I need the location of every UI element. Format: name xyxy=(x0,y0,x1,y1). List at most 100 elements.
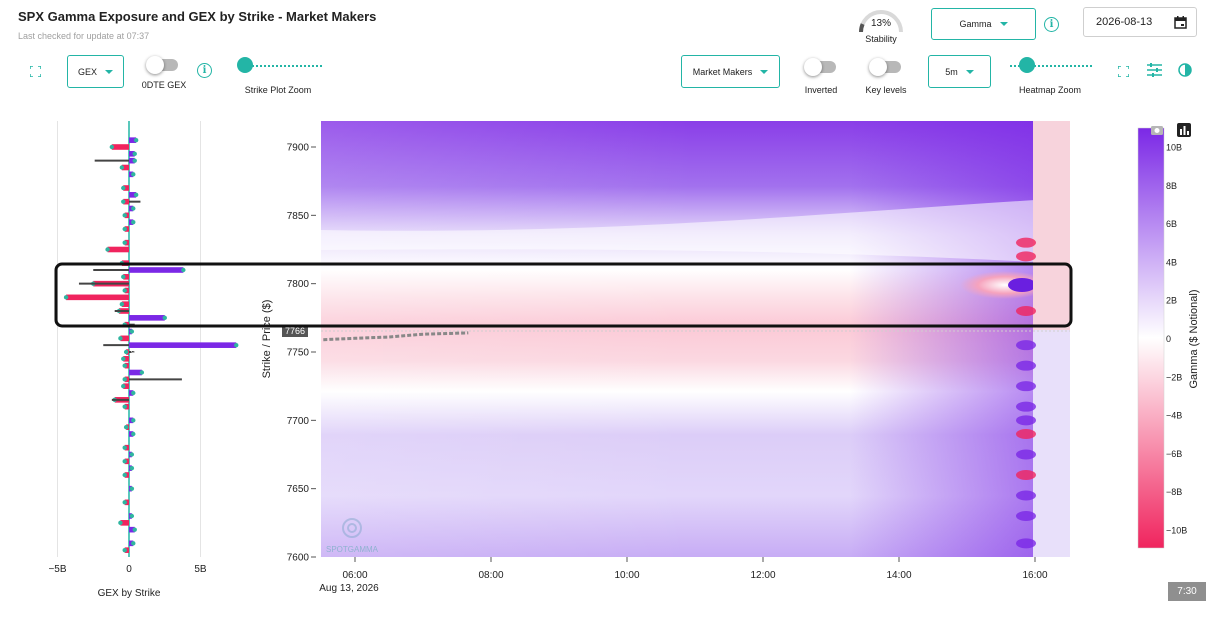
gex-bar xyxy=(122,499,129,506)
heatmap-node xyxy=(1016,511,1036,521)
stability-arc-icon xyxy=(859,10,903,33)
gex-bar xyxy=(122,376,129,383)
heatmap-y-tick-label: 7800 xyxy=(287,279,310,290)
gex-x-tick-label: 5B xyxy=(194,564,207,575)
gex-bar xyxy=(122,472,129,478)
contrast-icon[interactable] xyxy=(1178,63,1192,77)
interval-value: 5m xyxy=(945,66,958,77)
heatmap-zoom-slider[interactable] xyxy=(1019,57,1035,73)
heatmap-zoom-track[interactable] xyxy=(1010,65,1092,67)
colorbar-tick-label: 2B xyxy=(1166,296,1177,306)
colorbar-tick-label: −8B xyxy=(1166,487,1182,497)
heatmap-node xyxy=(1016,415,1036,426)
market-makers-select[interactable]: Market Makers xyxy=(681,55,780,88)
gex-bar xyxy=(129,205,136,212)
strike-zoom-track[interactable] xyxy=(240,65,322,67)
heatmap-close-column-lower xyxy=(1033,330,1070,557)
chart-stats-icon[interactable] xyxy=(1177,123,1191,137)
colorbar xyxy=(1137,127,1165,549)
gex-bar xyxy=(129,342,239,348)
odte-gex-toggle[interactable] xyxy=(146,56,178,74)
gex-x-tick-label: −5B xyxy=(48,564,66,575)
heatmap-y-tick-label: 7900 xyxy=(287,143,310,154)
heatmap-node xyxy=(1016,360,1036,371)
gex-bar xyxy=(129,485,135,492)
strike-zoom-label: Strike Plot Zoom xyxy=(244,85,312,95)
gex-x-tick-label: 0 xyxy=(126,564,132,575)
heatmap-x-ticks: 06:00 08:00 10:00 12:00 14:00 16:00 xyxy=(342,557,1048,581)
heatmap-hotspot xyxy=(960,271,1050,299)
odte-info-icon[interactable]: i xyxy=(197,63,212,78)
heatmap-x-tick-label: 16:00 xyxy=(1022,570,1047,581)
heatmap-y-tick-label: 7750 xyxy=(287,348,310,359)
heatmap-node xyxy=(1016,306,1036,316)
price-line xyxy=(323,331,469,342)
highlight-box xyxy=(54,262,1073,328)
colorbar-tick-label: −10B xyxy=(1166,526,1187,536)
heatmap-y-tick: 7850 xyxy=(287,211,316,222)
heatmap-endband xyxy=(850,121,1035,557)
gex-bar xyxy=(129,157,137,164)
spotgamma-watermark: SPOTGAMMA xyxy=(326,545,379,554)
heatmap-neutral-band xyxy=(321,200,1035,262)
strike-zoom-slider[interactable] xyxy=(237,57,253,73)
key-levels-label: Key levels xyxy=(865,85,907,95)
heatmap-node xyxy=(1016,401,1036,412)
interval-select[interactable]: 5m xyxy=(928,55,991,88)
heatmap-x-tick-label: 08:00 xyxy=(478,570,503,581)
heatmap-x-tick-label: 12:00 xyxy=(750,570,775,581)
heatmap-y-tick: 7600 xyxy=(287,553,316,564)
gex-x-label: GEX by Strike xyxy=(98,588,161,599)
camera-icon[interactable] xyxy=(1151,126,1163,135)
stability-label: Stability xyxy=(865,34,897,44)
date-input[interactable]: 2026-08-13 xyxy=(1083,7,1197,37)
toggle-knob xyxy=(804,58,822,76)
gex-select[interactable]: GEX xyxy=(67,55,124,88)
spotgamma-logo-icon xyxy=(342,518,362,538)
colorbar-tick-label: −4B xyxy=(1166,411,1182,421)
gex-bar xyxy=(129,171,136,178)
price-line-path xyxy=(323,331,469,342)
gex-bar xyxy=(129,315,167,321)
gex-bar xyxy=(129,328,135,335)
inverted-toggle[interactable] xyxy=(804,58,836,76)
gamma-select[interactable]: Gamma xyxy=(931,8,1036,40)
gex-bar xyxy=(122,287,129,294)
colorbar-tick-label: −6B xyxy=(1166,449,1182,459)
gex-bar xyxy=(129,417,136,424)
gex-bar xyxy=(121,185,129,191)
heatmap-x-tick: 06:00 xyxy=(342,557,368,581)
gex-bar xyxy=(118,335,129,342)
heatmap-y-tick-label: 7650 xyxy=(287,484,310,495)
gex-bar xyxy=(122,403,129,410)
gex-select-value: GEX xyxy=(77,66,97,77)
gex-bar xyxy=(129,451,135,458)
key-levels-toggle[interactable] xyxy=(869,58,901,76)
stability-value: 13% xyxy=(870,18,891,29)
gex-bar xyxy=(129,369,145,376)
heatmap-node xyxy=(1016,381,1036,392)
stability-gauge: 13% Stability xyxy=(855,5,907,47)
gex-bar xyxy=(129,431,136,437)
heatmap-x-tick: 16:00 xyxy=(1022,557,1048,581)
gex-bar xyxy=(105,246,129,253)
info-icon[interactable]: i xyxy=(1044,17,1059,32)
toggle-knob xyxy=(146,56,164,74)
gex-bar xyxy=(123,424,129,430)
heatmap-hotspot-core xyxy=(1008,278,1036,292)
heatmap-area xyxy=(321,121,1070,557)
settings-sliders-icon[interactable] xyxy=(1147,63,1162,77)
gex-bar xyxy=(122,212,129,219)
calendar-icon[interactable] xyxy=(1174,16,1187,29)
chevron-down-icon xyxy=(760,69,769,74)
odte-gex-label: 0DTE GEX xyxy=(141,80,187,90)
colorbar-tick-label: 8B xyxy=(1166,181,1177,191)
price-label-box xyxy=(282,325,308,337)
gex-bar xyxy=(129,219,136,225)
inverted-label: Inverted xyxy=(804,85,838,95)
price-label: 7766 xyxy=(285,326,305,336)
gex-bar xyxy=(129,513,135,519)
gamma-select-value: Gamma xyxy=(959,19,992,29)
